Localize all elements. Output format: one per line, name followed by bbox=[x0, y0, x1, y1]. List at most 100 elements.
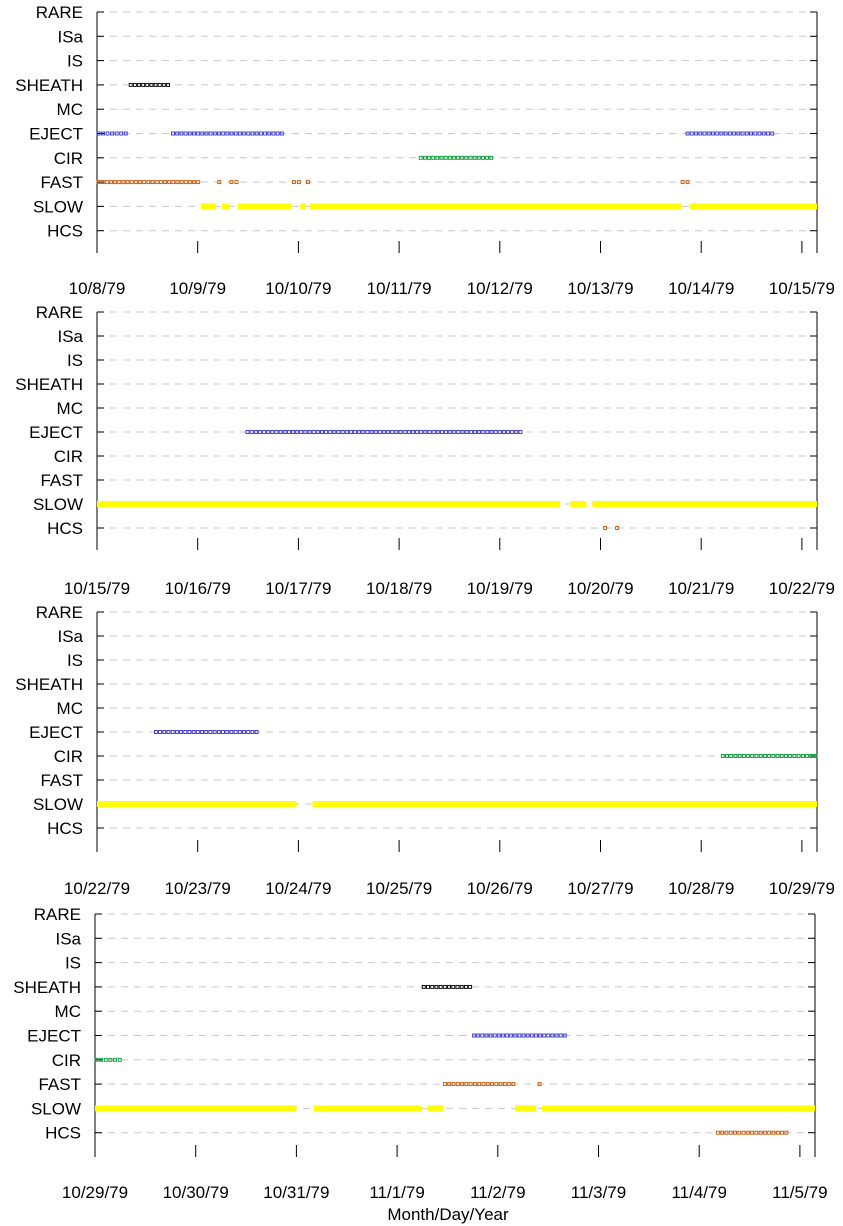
data-square bbox=[225, 131, 230, 136]
data-square bbox=[464, 155, 469, 160]
data-square bbox=[195, 730, 200, 734]
y-category-label: MC bbox=[57, 100, 83, 119]
y-category-label: RARE bbox=[34, 905, 81, 924]
data-square bbox=[270, 430, 275, 434]
fast-interval bbox=[680, 180, 690, 185]
data-square bbox=[451, 984, 456, 989]
x-tick-label: 10/21/79 bbox=[668, 579, 734, 598]
x-tick-label: 10/20/79 bbox=[567, 579, 633, 598]
data-square bbox=[780, 1130, 784, 1135]
data-square bbox=[119, 131, 124, 136]
data-square bbox=[720, 754, 725, 758]
y-category-label: HCS bbox=[45, 1124, 81, 1143]
data-square bbox=[431, 155, 436, 160]
data-square bbox=[805, 754, 810, 758]
fast-interval bbox=[217, 180, 222, 185]
x-tick-label: 10/19/79 bbox=[467, 579, 533, 598]
fast-interval bbox=[96, 180, 201, 185]
hcs-interval bbox=[603, 526, 607, 530]
data-square bbox=[263, 131, 268, 136]
data-square bbox=[464, 430, 469, 434]
data-square bbox=[246, 131, 251, 136]
data-square bbox=[518, 430, 523, 434]
data-square bbox=[402, 430, 407, 434]
data-square bbox=[493, 430, 498, 434]
timeline-panel-2: RARE ISa IS SHEATH MC EJECT CIR FAST SLOW HCS 10/1… bbox=[15, 303, 835, 598]
data-square bbox=[282, 430, 287, 434]
x-tick-label: 10/11/79 bbox=[367, 279, 432, 298]
data-square bbox=[784, 1130, 789, 1135]
y-category-label: HCS bbox=[47, 819, 83, 838]
x-tick-label: 10/15/79 bbox=[64, 579, 130, 598]
x-tick-label: 10/17/79 bbox=[265, 579, 331, 598]
data-square bbox=[291, 430, 295, 434]
y-category-label: MC bbox=[57, 699, 83, 718]
slow-wind-bar bbox=[542, 1105, 815, 1112]
data-square bbox=[311, 430, 316, 434]
data-square bbox=[423, 430, 428, 434]
data-square bbox=[719, 131, 724, 136]
data-square bbox=[157, 82, 162, 87]
slow-wind-bar bbox=[309, 203, 682, 210]
y-category-label: SLOW bbox=[33, 495, 83, 514]
data-square bbox=[250, 730, 255, 734]
data-square bbox=[196, 180, 201, 185]
data-square bbox=[546, 1033, 551, 1038]
data-square bbox=[233, 131, 238, 136]
data-square bbox=[468, 1082, 473, 1087]
data-square bbox=[175, 131, 180, 136]
fast-interval bbox=[537, 1082, 542, 1087]
data-square bbox=[537, 1082, 542, 1087]
data-square bbox=[496, 1033, 501, 1038]
data-square bbox=[249, 430, 254, 434]
data-square bbox=[757, 131, 762, 136]
data-square bbox=[163, 180, 167, 185]
data-square bbox=[732, 1130, 737, 1135]
data-square bbox=[439, 430, 444, 434]
data-square bbox=[463, 984, 468, 989]
data-square bbox=[303, 430, 308, 434]
data-square bbox=[484, 1033, 489, 1038]
data-square bbox=[101, 131, 105, 136]
data-square bbox=[208, 730, 213, 734]
y-category-label: EJECT bbox=[29, 125, 83, 144]
y-category-label: SHEATH bbox=[15, 76, 83, 95]
data-square bbox=[275, 131, 280, 136]
timeline-panel-3: RARE ISa IS SHEATH MC EJECT CIR FAST SLOW HCS 10/2… bbox=[15, 603, 835, 898]
x-tick-label: 10/29/79 bbox=[769, 879, 835, 898]
data-square bbox=[451, 1082, 456, 1087]
data-square bbox=[485, 1082, 490, 1087]
data-square bbox=[725, 754, 729, 758]
data-square bbox=[788, 754, 793, 758]
x-tick-label: 11/4/79 bbox=[671, 1183, 726, 1202]
data-square bbox=[472, 1033, 477, 1038]
slow-wind-bar bbox=[237, 203, 292, 210]
data-square bbox=[406, 430, 411, 434]
data-square bbox=[109, 180, 113, 185]
data-square bbox=[451, 155, 456, 160]
data-square bbox=[216, 730, 221, 734]
data-square bbox=[171, 131, 175, 136]
data-square bbox=[418, 155, 423, 160]
data-square bbox=[501, 430, 506, 434]
y-category-label: EJECT bbox=[29, 423, 83, 442]
slow-wind-bar bbox=[97, 501, 561, 507]
data-square bbox=[809, 754, 814, 758]
data-square bbox=[488, 1033, 493, 1038]
x-tick-label: 10/30/79 bbox=[163, 1183, 229, 1202]
data-square bbox=[737, 754, 742, 758]
data-square bbox=[183, 730, 188, 734]
data-square bbox=[460, 155, 465, 160]
data-square bbox=[286, 430, 291, 434]
data-square bbox=[447, 984, 452, 989]
data-square bbox=[340, 430, 345, 434]
sheath-interval bbox=[421, 984, 473, 989]
y-category-label: RARE bbox=[36, 303, 83, 322]
data-square bbox=[306, 180, 310, 185]
data-square bbox=[221, 730, 225, 734]
data-square bbox=[336, 430, 341, 434]
data-square bbox=[167, 180, 172, 185]
data-square bbox=[279, 131, 284, 136]
data-square bbox=[162, 730, 167, 734]
data-square bbox=[729, 754, 734, 758]
